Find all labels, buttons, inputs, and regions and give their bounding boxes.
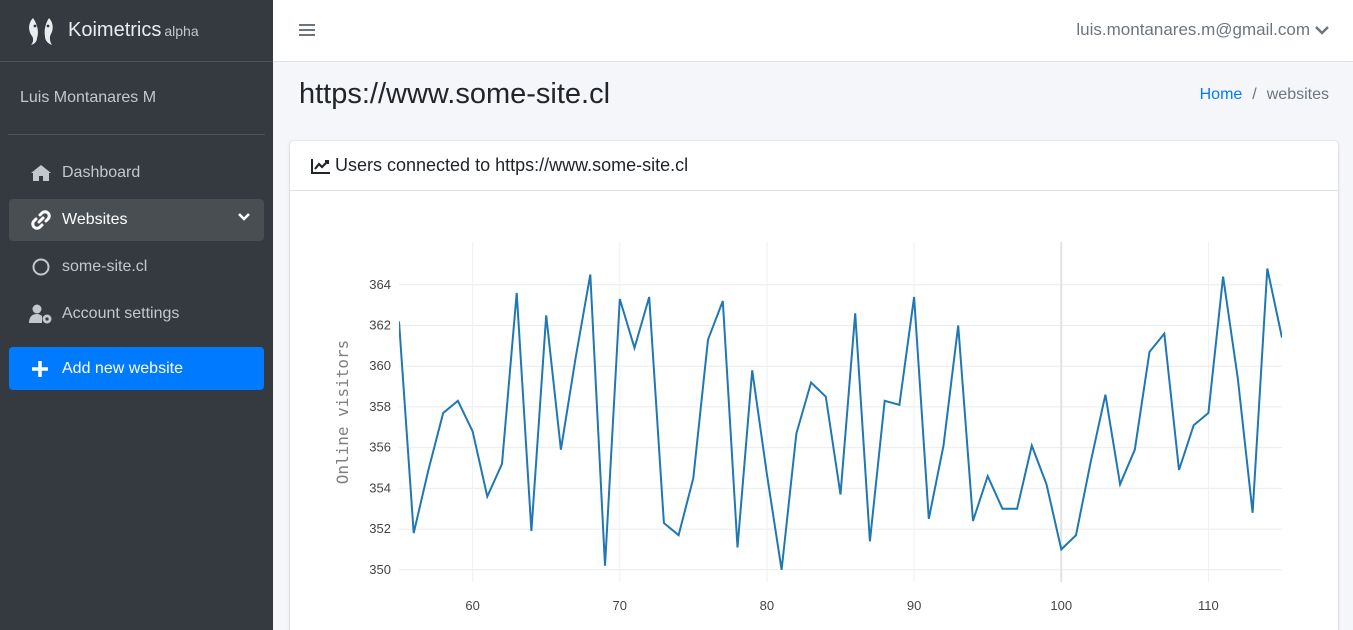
sidebar-item-label: some-site.cl <box>62 258 148 275</box>
sidebar-item-dashboard[interactable]: Dashboard <box>9 152 264 194</box>
x-tick-label: 60 <box>465 598 479 613</box>
y-tick-label: 364 <box>369 277 391 292</box>
page-title: https://www.some-site.cl <box>299 78 611 110</box>
plus-icon <box>32 360 48 377</box>
y-tick-label: 362 <box>369 317 391 332</box>
koi-logo-icon <box>29 17 53 45</box>
series-line <box>399 268 1282 570</box>
user-email: luis.montanares.m@gmail.com <box>1076 20 1310 39</box>
card-header: Users connected to https://www.some-site… <box>290 141 1338 191</box>
breadcrumb-separator: / <box>1252 86 1257 103</box>
sidebar-item-label: Account settings <box>62 305 180 322</box>
x-axis-ticks: 60 70 80 90 100 110 <box>465 598 1218 613</box>
home-icon <box>29 162 53 184</box>
sidebar-item-account-settings[interactable]: Account settings <box>9 293 264 335</box>
y-axis-label: Online visitors <box>333 340 352 485</box>
y-tick-label: 352 <box>369 521 391 536</box>
chevron-down-icon <box>238 213 250 221</box>
sidebar-nav: Dashboard Websites some-site.cl Account … <box>0 135 273 335</box>
x-tick-label: 70 <box>613 598 627 613</box>
x-tick-label: 90 <box>907 598 921 613</box>
brand-name: Koimetrics <box>68 19 162 41</box>
card-title: Users connected to https://www.some-site… <box>335 155 689 175</box>
chevron-down-icon <box>1315 26 1329 35</box>
x-tick-label: 110 <box>1198 598 1219 613</box>
y-tick-label: 356 <box>369 440 391 455</box>
breadcrumb: Home / websites <box>1200 86 1329 104</box>
breadcrumb-home-link[interactable]: Home <box>1199 86 1243 103</box>
add-website-label: Add new website <box>62 359 183 377</box>
user-menu-dropdown[interactable]: luis.montanares.m@gmail.com <box>1076 20 1329 40</box>
user-cog-icon <box>29 303 53 325</box>
top-navbar: luis.montanares.m@gmail.com <box>273 0 1353 62</box>
line-chart-icon <box>311 158 330 174</box>
sidebar-item-label: Websites <box>62 211 128 228</box>
brand[interactable]: Koimetrics alpha <box>0 0 273 62</box>
user-panel: Luis Montanares M <box>8 62 265 135</box>
hamburger-menu-icon[interactable] <box>298 22 316 38</box>
brand-tag: alpha <box>164 22 199 39</box>
link-icon <box>29 209 53 231</box>
y-axis-ticks: 350 352 354 356 358 360 362 364 <box>369 277 391 577</box>
sidebar: Koimetrics alpha Luis Montanares M Dashbo… <box>0 0 273 630</box>
sidebar-item-some-site[interactable]: some-site.cl <box>9 246 264 288</box>
add-website-button[interactable]: Add new website <box>9 347 264 390</box>
x-tick-label: 100 <box>1050 598 1072 613</box>
user-name[interactable]: Luis Montanares M <box>20 89 157 106</box>
y-tick-label: 360 <box>369 358 391 373</box>
y-tick-label: 354 <box>369 480 391 495</box>
breadcrumb-current: websites <box>1266 86 1329 103</box>
sidebar-item-label: Dashboard <box>62 164 141 181</box>
y-tick-label: 358 <box>369 399 391 414</box>
x-tick-label: 80 <box>760 598 774 613</box>
y-tick-label: 350 <box>369 562 391 577</box>
circle-icon <box>29 256 53 278</box>
sidebar-item-websites[interactable]: Websites <box>9 199 264 241</box>
